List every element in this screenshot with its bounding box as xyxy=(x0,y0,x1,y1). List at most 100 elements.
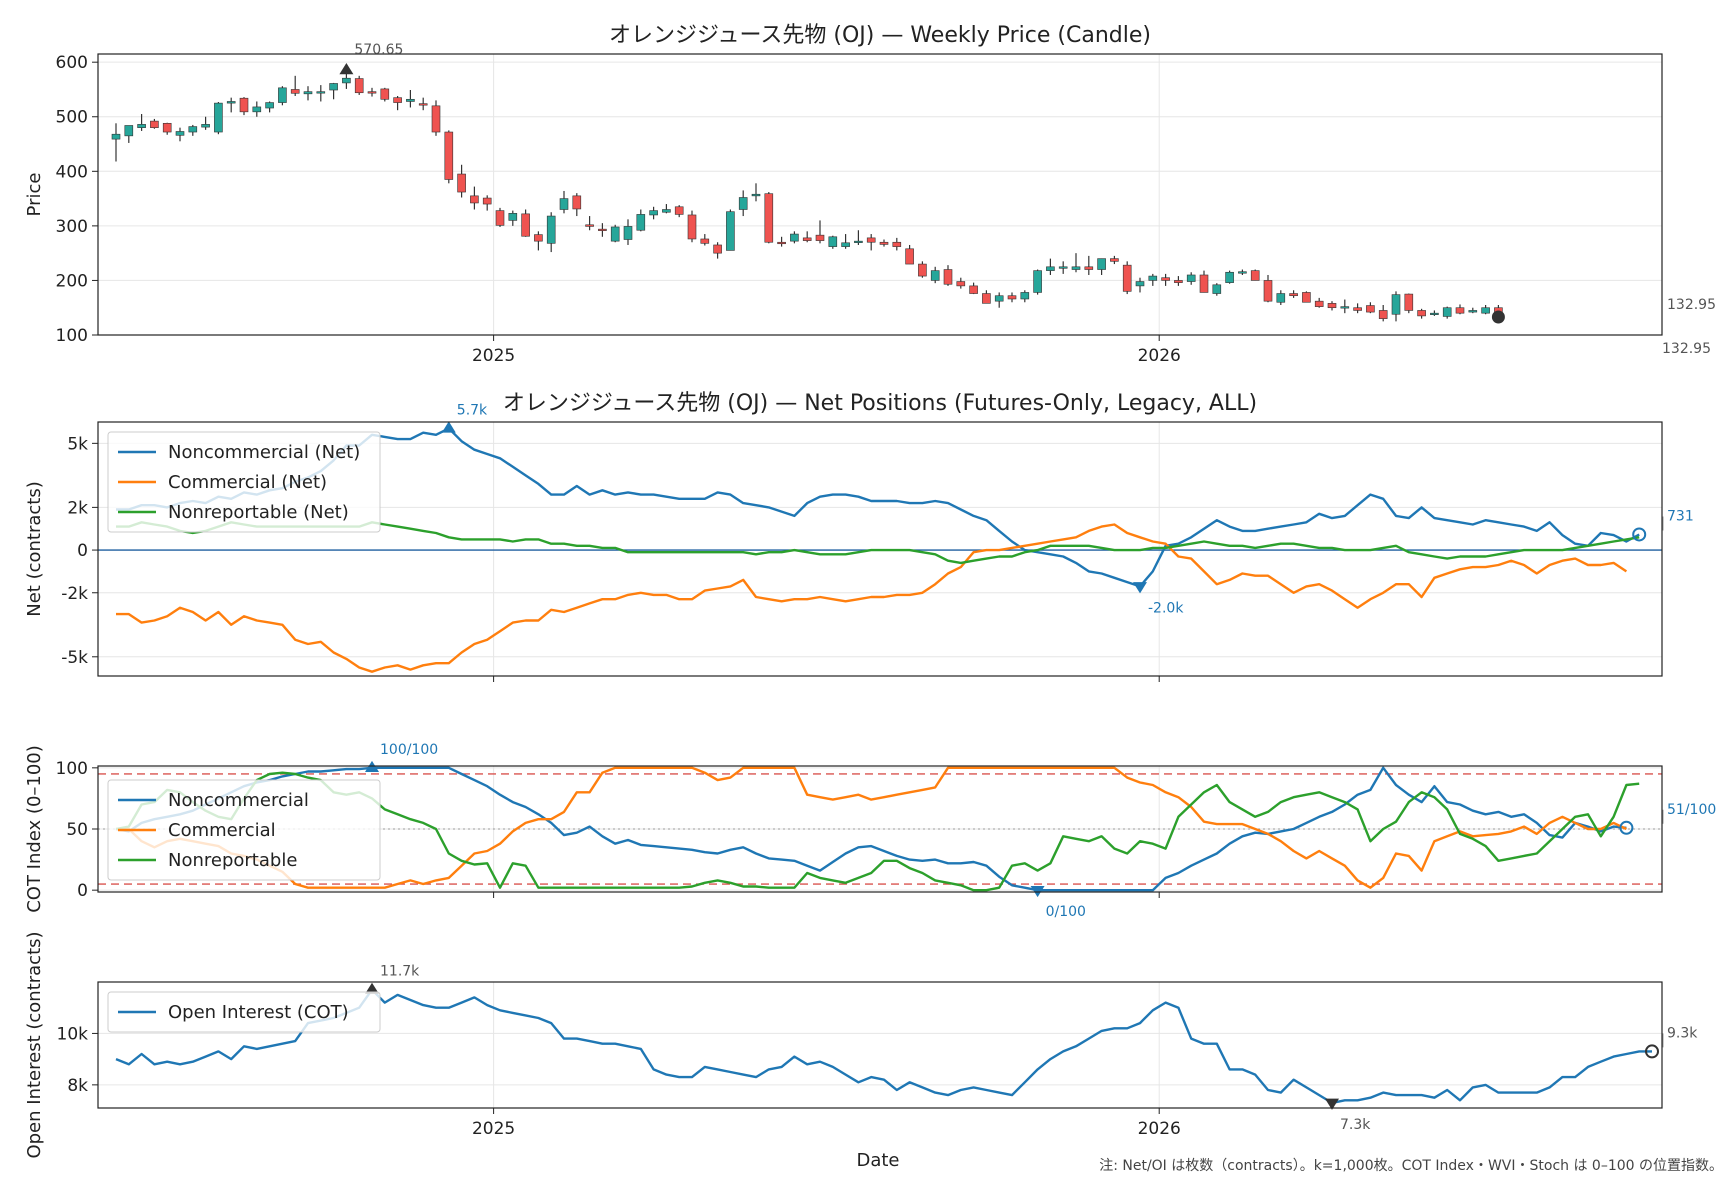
y-axis-label: COT Index (0–100) xyxy=(24,745,45,913)
candle-body xyxy=(1007,295,1017,300)
y-tick-label: 100 xyxy=(56,326,88,346)
candle-body xyxy=(508,213,518,221)
candle-body xyxy=(150,120,159,128)
candle-body xyxy=(879,241,889,245)
candle-body xyxy=(610,226,620,242)
max-marker xyxy=(365,982,379,994)
candle-body xyxy=(994,295,1004,302)
candle-body xyxy=(815,234,825,241)
plot-frame xyxy=(97,765,1663,893)
legend-label: Commercial (Net) xyxy=(168,472,327,493)
y-tick-label: 500 xyxy=(56,108,88,128)
candle-body xyxy=(457,173,466,193)
x-axis-label: Date xyxy=(856,1150,899,1171)
candle-body xyxy=(623,226,633,240)
candle-body xyxy=(1378,310,1388,319)
candle-body xyxy=(1174,280,1183,283)
candle-body xyxy=(1289,293,1298,297)
open-interest-panel: 8k 10k 2025 2026 Open Interest (contracts) 11… xyxy=(24,931,1698,1158)
candle-body xyxy=(303,91,313,95)
candle-body xyxy=(1250,270,1260,281)
candle-body xyxy=(1455,307,1465,314)
candle-body xyxy=(367,91,377,94)
last-price-label: 132.95 xyxy=(1667,297,1716,313)
x-tick-label: 2026 xyxy=(1138,346,1181,366)
candle-body xyxy=(1353,307,1362,311)
legend-label: Nonreportable (Net) xyxy=(168,502,349,523)
candle-body xyxy=(380,88,390,100)
peak-marker xyxy=(339,63,354,75)
candle-body xyxy=(802,237,812,241)
candle-body xyxy=(1314,300,1324,307)
candle-body xyxy=(1084,266,1094,270)
candle-body xyxy=(354,78,364,94)
candle-body xyxy=(662,209,671,213)
legend-label: Open Interest (COT) xyxy=(168,1002,349,1023)
candle-body xyxy=(828,236,838,247)
max-marker xyxy=(441,421,456,433)
series-line xyxy=(116,766,1627,889)
candle-body xyxy=(482,197,492,205)
plot-frame xyxy=(97,53,1663,336)
last-price-label-bottom: 132.95 xyxy=(1662,341,1711,357)
candle-body xyxy=(316,91,326,94)
legend-label: Nonreportable xyxy=(168,850,297,871)
candle-body xyxy=(1058,266,1068,269)
chart-title: オレンジジュース先物 (OJ) — Weekly Price (Candle) xyxy=(609,23,1151,48)
chart-title: オレンジジュース先物 (OJ) — Net Positions (Futures… xyxy=(503,391,1257,416)
candle-body xyxy=(406,98,415,102)
last-price-marker xyxy=(1491,310,1505,324)
y-tick-label: 5k xyxy=(67,434,88,454)
candle-body xyxy=(278,87,287,103)
candle-body xyxy=(905,248,914,265)
y-tick-label: 400 xyxy=(56,162,88,182)
candle-body xyxy=(649,210,658,216)
candle-body xyxy=(188,126,198,133)
x-tick-label: 2026 xyxy=(1138,1119,1181,1139)
min-label: -2.0k xyxy=(1148,600,1184,616)
candle-body xyxy=(1366,305,1375,313)
candle-body xyxy=(1238,271,1247,274)
candle-body xyxy=(1033,270,1042,293)
candle-body xyxy=(1097,258,1106,270)
candle-body xyxy=(674,206,684,215)
candle-body xyxy=(1302,292,1311,303)
candle-body xyxy=(598,228,607,231)
x-tick-label: 2025 xyxy=(472,346,515,366)
candle-body xyxy=(585,224,594,227)
candle-body xyxy=(252,106,262,113)
min-marker xyxy=(1325,1098,1339,1110)
candle-body xyxy=(329,83,338,91)
candle-body xyxy=(1417,310,1426,317)
candle-body xyxy=(1071,266,1081,270)
candle-body xyxy=(1225,271,1234,283)
y-tick-label: 0 xyxy=(77,541,88,561)
candle-body xyxy=(687,214,697,240)
candle-body xyxy=(841,242,850,247)
candle-body xyxy=(1046,266,1055,271)
y-axis-label: Open Interest (contracts) xyxy=(24,931,45,1158)
y-tick-label: 50 xyxy=(66,820,88,840)
candle-body xyxy=(713,244,722,254)
candle-body xyxy=(175,131,185,136)
y-tick-label: 0 xyxy=(77,881,88,901)
candle-body xyxy=(1161,277,1170,281)
candle-body xyxy=(930,270,940,281)
candle-body xyxy=(124,125,134,137)
plot-frame xyxy=(97,981,1663,1109)
plot-frame xyxy=(97,421,1663,677)
candle-body xyxy=(854,240,863,243)
candle-body xyxy=(521,213,530,237)
x-tick-label: 2025 xyxy=(472,1119,515,1139)
candle-body xyxy=(956,281,966,287)
last-value-label: 51/100 xyxy=(1667,802,1716,818)
min-label: 7.3k xyxy=(1340,1117,1371,1133)
candle-body xyxy=(764,193,774,243)
candle-body xyxy=(1430,312,1439,315)
candle-body xyxy=(1186,274,1196,282)
y-tick-label: 200 xyxy=(56,271,88,291)
y-tick-label: 2k xyxy=(67,498,88,518)
last-value-marker xyxy=(1619,820,1634,835)
last-value-marker xyxy=(1632,527,1647,542)
